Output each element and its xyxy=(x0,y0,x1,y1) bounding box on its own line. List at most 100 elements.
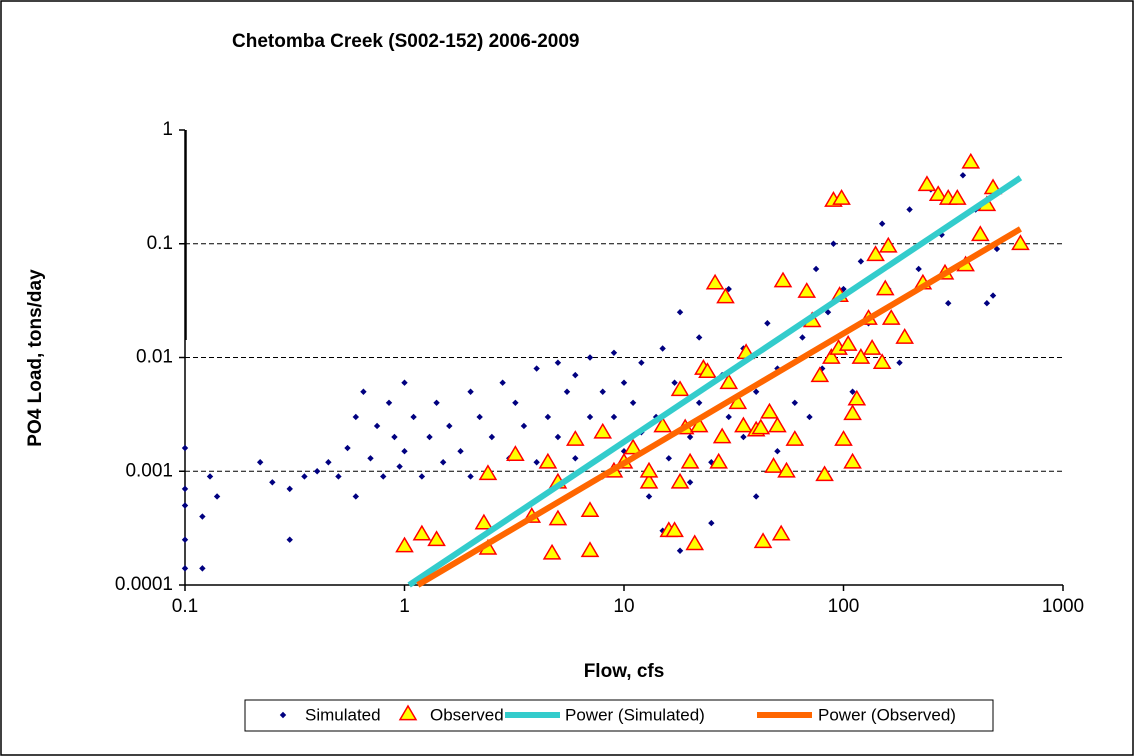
x-tick-label: 0.1 xyxy=(172,596,198,617)
point-observed xyxy=(653,416,672,433)
point-simulated xyxy=(325,459,332,466)
point-observed xyxy=(843,404,862,421)
point-simulated xyxy=(695,334,703,341)
point-simulated xyxy=(708,459,715,466)
point-simulated xyxy=(520,422,528,430)
point-simulated xyxy=(467,388,474,395)
point-simulated xyxy=(360,388,367,395)
y-axis-label: PO4 Load, tons/day xyxy=(25,269,46,447)
point-simulated xyxy=(599,388,606,395)
y-tick-label: 0.01 xyxy=(136,347,173,368)
point-simulated xyxy=(806,413,813,421)
point-simulated xyxy=(989,292,997,299)
legend-label: Observed xyxy=(430,705,504,724)
point-simulated xyxy=(695,399,703,406)
point-simulated xyxy=(725,413,732,421)
point-observed xyxy=(777,461,796,478)
point-simulated xyxy=(446,422,453,430)
point-simulated xyxy=(686,479,694,486)
point-simulated xyxy=(554,433,562,441)
point-simulated xyxy=(401,448,408,455)
point-simulated xyxy=(572,371,579,379)
point-observed xyxy=(810,366,830,383)
point-simulated xyxy=(181,565,189,572)
legend-label: Power (Simulated) xyxy=(565,705,705,724)
point-simulated xyxy=(301,473,308,480)
point-simulated xyxy=(426,433,433,441)
point-observed xyxy=(474,513,494,530)
y-tick-label: 0.001 xyxy=(125,460,173,481)
point-simulated xyxy=(457,448,464,455)
x-tick-label: 10 xyxy=(613,596,634,617)
point-simulated xyxy=(849,388,856,395)
point-simulated xyxy=(676,547,684,554)
point-observed xyxy=(875,279,895,296)
point-observed xyxy=(881,309,901,325)
point-simulated xyxy=(645,493,653,500)
point-simulated xyxy=(181,536,189,543)
point-simulated xyxy=(352,413,360,421)
point-simulated xyxy=(610,349,618,356)
point-observed xyxy=(832,189,851,205)
point-simulated xyxy=(380,473,387,480)
point-simulated xyxy=(410,413,417,421)
point-simulated xyxy=(993,245,1001,253)
point-simulated xyxy=(638,359,645,366)
point-simulated xyxy=(665,455,673,462)
point-observed xyxy=(685,534,705,551)
point-simulated xyxy=(391,433,398,441)
point-observed xyxy=(928,185,948,202)
point-observed xyxy=(670,380,690,397)
point-observed xyxy=(878,236,898,253)
point-simulated xyxy=(819,365,826,372)
point-simulated xyxy=(686,433,694,441)
point-simulated xyxy=(676,309,684,316)
point-observed xyxy=(506,445,525,461)
point-simulated xyxy=(812,265,820,273)
point-simulated xyxy=(708,519,715,527)
point-observed xyxy=(785,430,805,446)
point-observed xyxy=(412,524,432,541)
point-observed xyxy=(734,416,753,433)
point-simulated xyxy=(401,379,408,386)
point-observed xyxy=(822,348,841,364)
point-simulated xyxy=(620,379,628,386)
point-observed xyxy=(716,287,735,304)
point-simulated xyxy=(533,459,540,466)
point-simulated xyxy=(752,388,760,395)
y-tick-label: 0.1 xyxy=(147,233,173,254)
point-simulated xyxy=(572,455,579,462)
x-tick-label: 100 xyxy=(828,596,860,617)
point-observed xyxy=(698,362,717,379)
point-simulated xyxy=(857,258,865,265)
point-observed xyxy=(709,452,728,469)
point-observed xyxy=(689,416,709,433)
y-tick-label: 1 xyxy=(162,119,173,140)
point-observed xyxy=(538,452,558,469)
point-simulated xyxy=(629,399,637,406)
point-observed xyxy=(719,373,739,390)
legend-label: Power (Observed) xyxy=(818,705,956,724)
point-simulated xyxy=(533,365,540,372)
y-tick-label: 0.0001 xyxy=(115,574,173,595)
point-observed xyxy=(838,335,858,351)
point-simulated xyxy=(467,473,474,480)
point-observed xyxy=(760,402,779,419)
point-simulated xyxy=(286,536,293,543)
point-simulated xyxy=(476,413,483,421)
point-simulated xyxy=(199,565,206,572)
point-observed xyxy=(872,353,892,370)
point-simulated xyxy=(433,399,440,406)
point-observed xyxy=(427,530,446,547)
point-simulated xyxy=(659,527,666,534)
point-simulated xyxy=(439,459,447,466)
x-tick-label: 1 xyxy=(399,596,410,617)
legend-marker xyxy=(279,711,287,719)
point-observed xyxy=(961,152,981,169)
point-simulated xyxy=(286,485,293,493)
point-simulated xyxy=(418,473,426,480)
point-observed xyxy=(771,524,791,541)
point-observed xyxy=(565,430,585,446)
point-observed xyxy=(970,225,990,242)
